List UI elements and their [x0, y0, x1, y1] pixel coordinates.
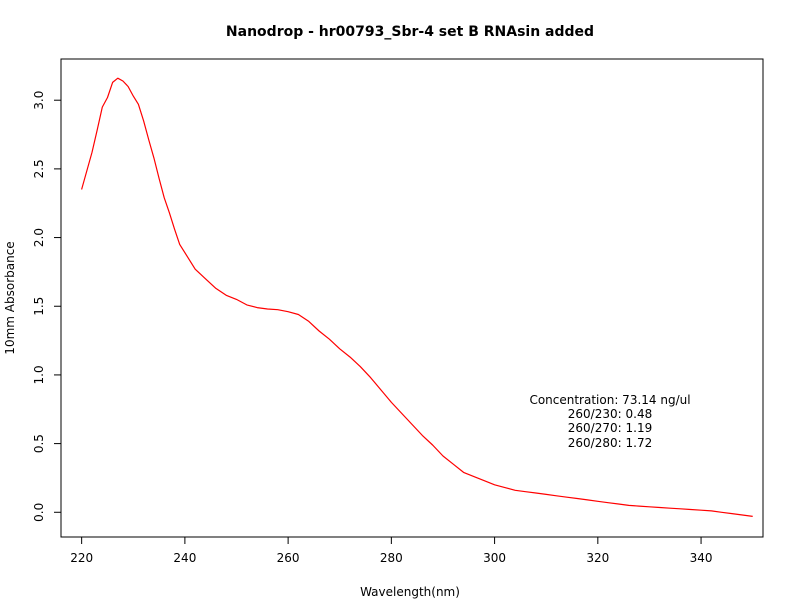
y-tick-label: 2.5 [32, 159, 46, 178]
y-tick-label: 1.0 [32, 365, 46, 384]
y-tick-label: 2.0 [32, 228, 46, 247]
annotation-ratio-260-230: 260/230: 0.48 [568, 407, 652, 421]
x-tick-label: 280 [380, 551, 403, 565]
x-tick-label: 240 [173, 551, 196, 565]
y-tick-label: 0.0 [32, 503, 46, 522]
y-tick-label: 3.0 [32, 91, 46, 110]
annotation-ratio-260-270: 260/270: 1.19 [568, 421, 652, 435]
y-axis: 0.0 0.5 1.0 1.5 2.0 2.5 3.0 [32, 91, 61, 522]
x-tick-label: 320 [586, 551, 609, 565]
x-tick-label: 220 [70, 551, 93, 565]
y-axis-label: 10mm Absorbance [3, 241, 17, 354]
annotation-ratio-260-280: 260/280: 1.72 [568, 436, 652, 450]
annotation-concentration: Concentration: 73.14 ng/ul [529, 393, 690, 407]
series-layer [81, 77, 753, 517]
y-tick-label: 0.5 [32, 434, 46, 453]
x-axis: 220 240 260 280 300 320 340 [70, 537, 713, 565]
absorbance-curve [81, 77, 753, 517]
x-tick-label: 340 [690, 551, 713, 565]
x-tick-label: 300 [483, 551, 506, 565]
x-axis-label: Wavelength(nm) [360, 585, 460, 599]
plot-frame [60, 58, 764, 538]
y-tick-label: 1.5 [32, 297, 46, 316]
chart-title: Nanodrop - hr00793_Sbr-4 set B RNAsin ad… [226, 24, 594, 40]
x-tick-label: 260 [277, 551, 300, 565]
